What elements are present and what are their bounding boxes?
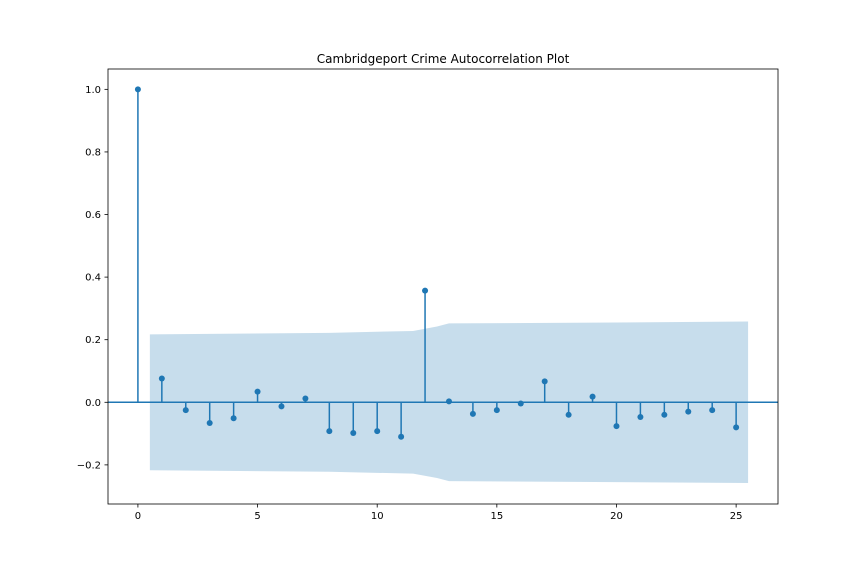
- y-tick-label: 0.8: [85, 147, 101, 158]
- y-tick-label: 1.0: [85, 85, 101, 96]
- x-tick-label: 20: [610, 511, 623, 522]
- acf-point-lag-25: [733, 424, 740, 431]
- acf-point-lag-23: [685, 408, 692, 415]
- acf-point-lag-3: [206, 419, 213, 426]
- acf-point-lag-10: [374, 428, 381, 435]
- acf-point-lag-17: [541, 378, 548, 385]
- axes-layer: [107, 68, 779, 505]
- acf-point-lag-16: [517, 400, 524, 407]
- x-ticks: 0 5 10 15 20 25: [135, 504, 743, 522]
- y-ticks: −0.2 0.0 0.2 0.4 0.6 0.8 1.0: [77, 85, 108, 471]
- x-tick-label: 5: [254, 511, 260, 522]
- acf-point-lag-7: [302, 395, 309, 402]
- acf-point-lag-12: [422, 287, 429, 294]
- y-tick-label: −0.2: [77, 460, 101, 471]
- acf-point-lag-20: [613, 423, 620, 430]
- chart-title: Cambridgeport Crime Autocorrelation Plot: [317, 52, 570, 66]
- y-tick-label: 0.6: [85, 210, 101, 221]
- x-tick-label: 15: [490, 511, 503, 522]
- x-tick-label: 10: [371, 511, 384, 522]
- acf-point-lag-5: [254, 388, 261, 395]
- acf-point-lag-8: [326, 428, 333, 435]
- acf-point-lag-2: [182, 407, 189, 414]
- y-tick-label: 0.4: [85, 273, 101, 284]
- x-tick-label: 25: [730, 511, 743, 522]
- acf-point-lag-15: [493, 407, 500, 414]
- acf-point-lag-9: [350, 429, 357, 436]
- acf-point-lag-19: [589, 393, 596, 400]
- acf-point-lag-4: [230, 415, 237, 422]
- stem-layer: [134, 86, 740, 440]
- y-tick-label: 0.2: [85, 335, 101, 346]
- acf-point-lag-0: [134, 86, 141, 93]
- acf-point-lag-6: [278, 403, 285, 410]
- acf-point-lag-11: [398, 433, 405, 440]
- plot-frame: [107, 68, 779, 505]
- acf-point-lag-14: [469, 410, 476, 417]
- acf-point-lag-22: [661, 411, 668, 418]
- x-tick-label: 0: [135, 511, 141, 522]
- y-tick-label: 0.0: [85, 398, 101, 409]
- acf-point-lag-18: [565, 411, 572, 418]
- acf-point-lag-24: [709, 407, 716, 414]
- acf-point-lag-13: [445, 398, 452, 405]
- acf-point-lag-21: [637, 414, 644, 420]
- acf-point-lag-1: [158, 375, 165, 382]
